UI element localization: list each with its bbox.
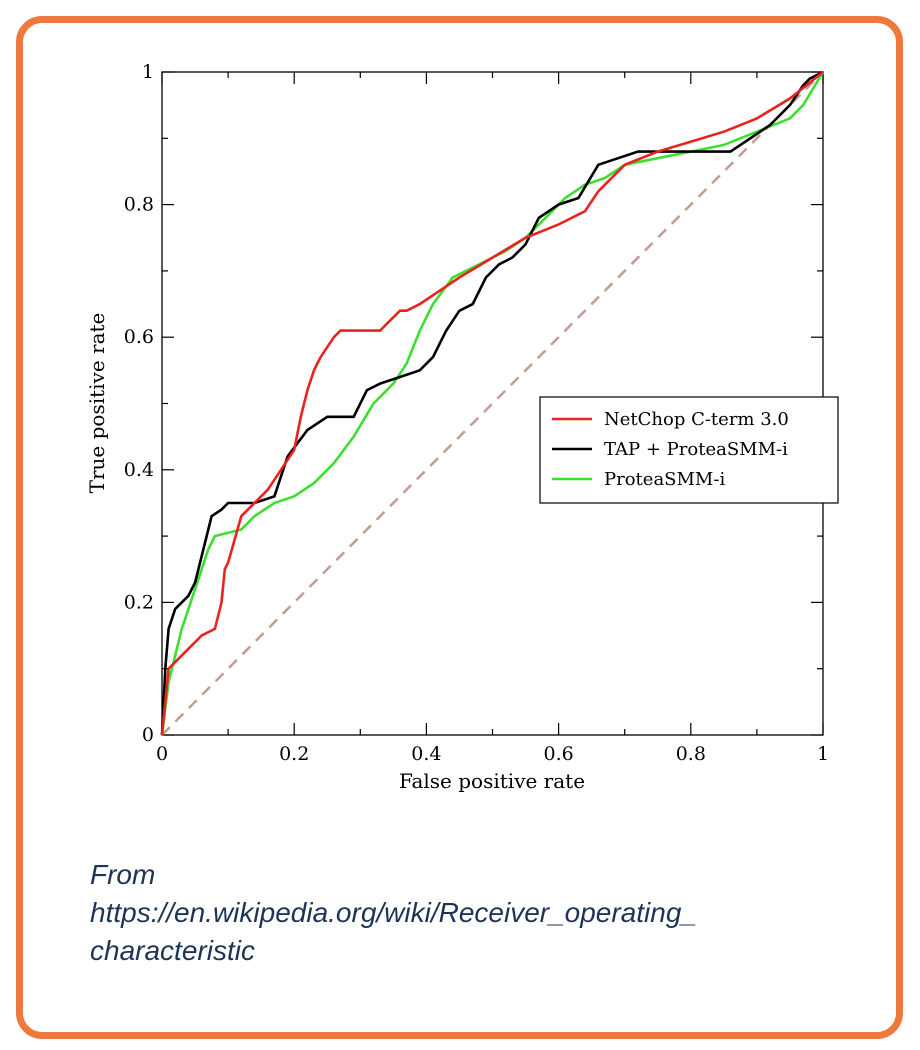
x-tick-label: 0.6: [543, 743, 573, 765]
y-tick-label: 0.2: [124, 591, 154, 613]
legend-label: NetChop C-term 3.0: [604, 409, 789, 430]
caption-line-2: https://en.wikipedia.org/wiki/Receiver_o…: [90, 897, 697, 928]
y-tick-label: 1: [142, 61, 154, 83]
caption-line-1: From: [90, 859, 156, 890]
legend-label: TAP + ProteaSMM-i: [604, 439, 788, 460]
series-line-2: [160, 70, 824, 736]
reference-diagonal: [161, 71, 824, 736]
legend: NetChop C-term 3.0 TAP + ProteaSMM-i Prote…: [539, 396, 839, 504]
series-line-3: [160, 71, 825, 736]
axis-ticks: 0 0.2 0.4 0.6 0.8 1 0 0.2 0.4 0.6 0.8 1: [124, 61, 829, 765]
x-tick-label: 0.8: [676, 743, 706, 765]
y-tick-label: 0: [142, 724, 154, 746]
caption-line-3: characteristic: [90, 935, 255, 966]
figure-card: [16, 16, 903, 1039]
series-lines: [160, 70, 825, 736]
y-tick-label: 0.8: [124, 194, 154, 216]
reference-line: [161, 71, 824, 736]
x-tick-label: 0: [156, 743, 168, 765]
legend-label: ProteaSMM-i: [604, 469, 725, 490]
source-caption: From https://en.wikipedia.org/wiki/Recei…: [90, 856, 850, 970]
y-tick-label: 0.4: [124, 459, 154, 481]
y-tick-label: 0.6: [124, 326, 154, 348]
x-tick-label: 1: [817, 743, 829, 765]
y-axis-title: True positive rate: [85, 313, 109, 494]
x-tick-label: 0.2: [279, 743, 309, 765]
x-tick-label: 0.4: [411, 743, 441, 765]
series-line-1: [160, 70, 824, 736]
roc-chart: 0 0.2 0.4 0.6 0.8 1 0 0.2 0.4 0.6 0.8 1 False posit…: [85, 61, 839, 793]
x-axis-title: False positive rate: [399, 769, 585, 793]
